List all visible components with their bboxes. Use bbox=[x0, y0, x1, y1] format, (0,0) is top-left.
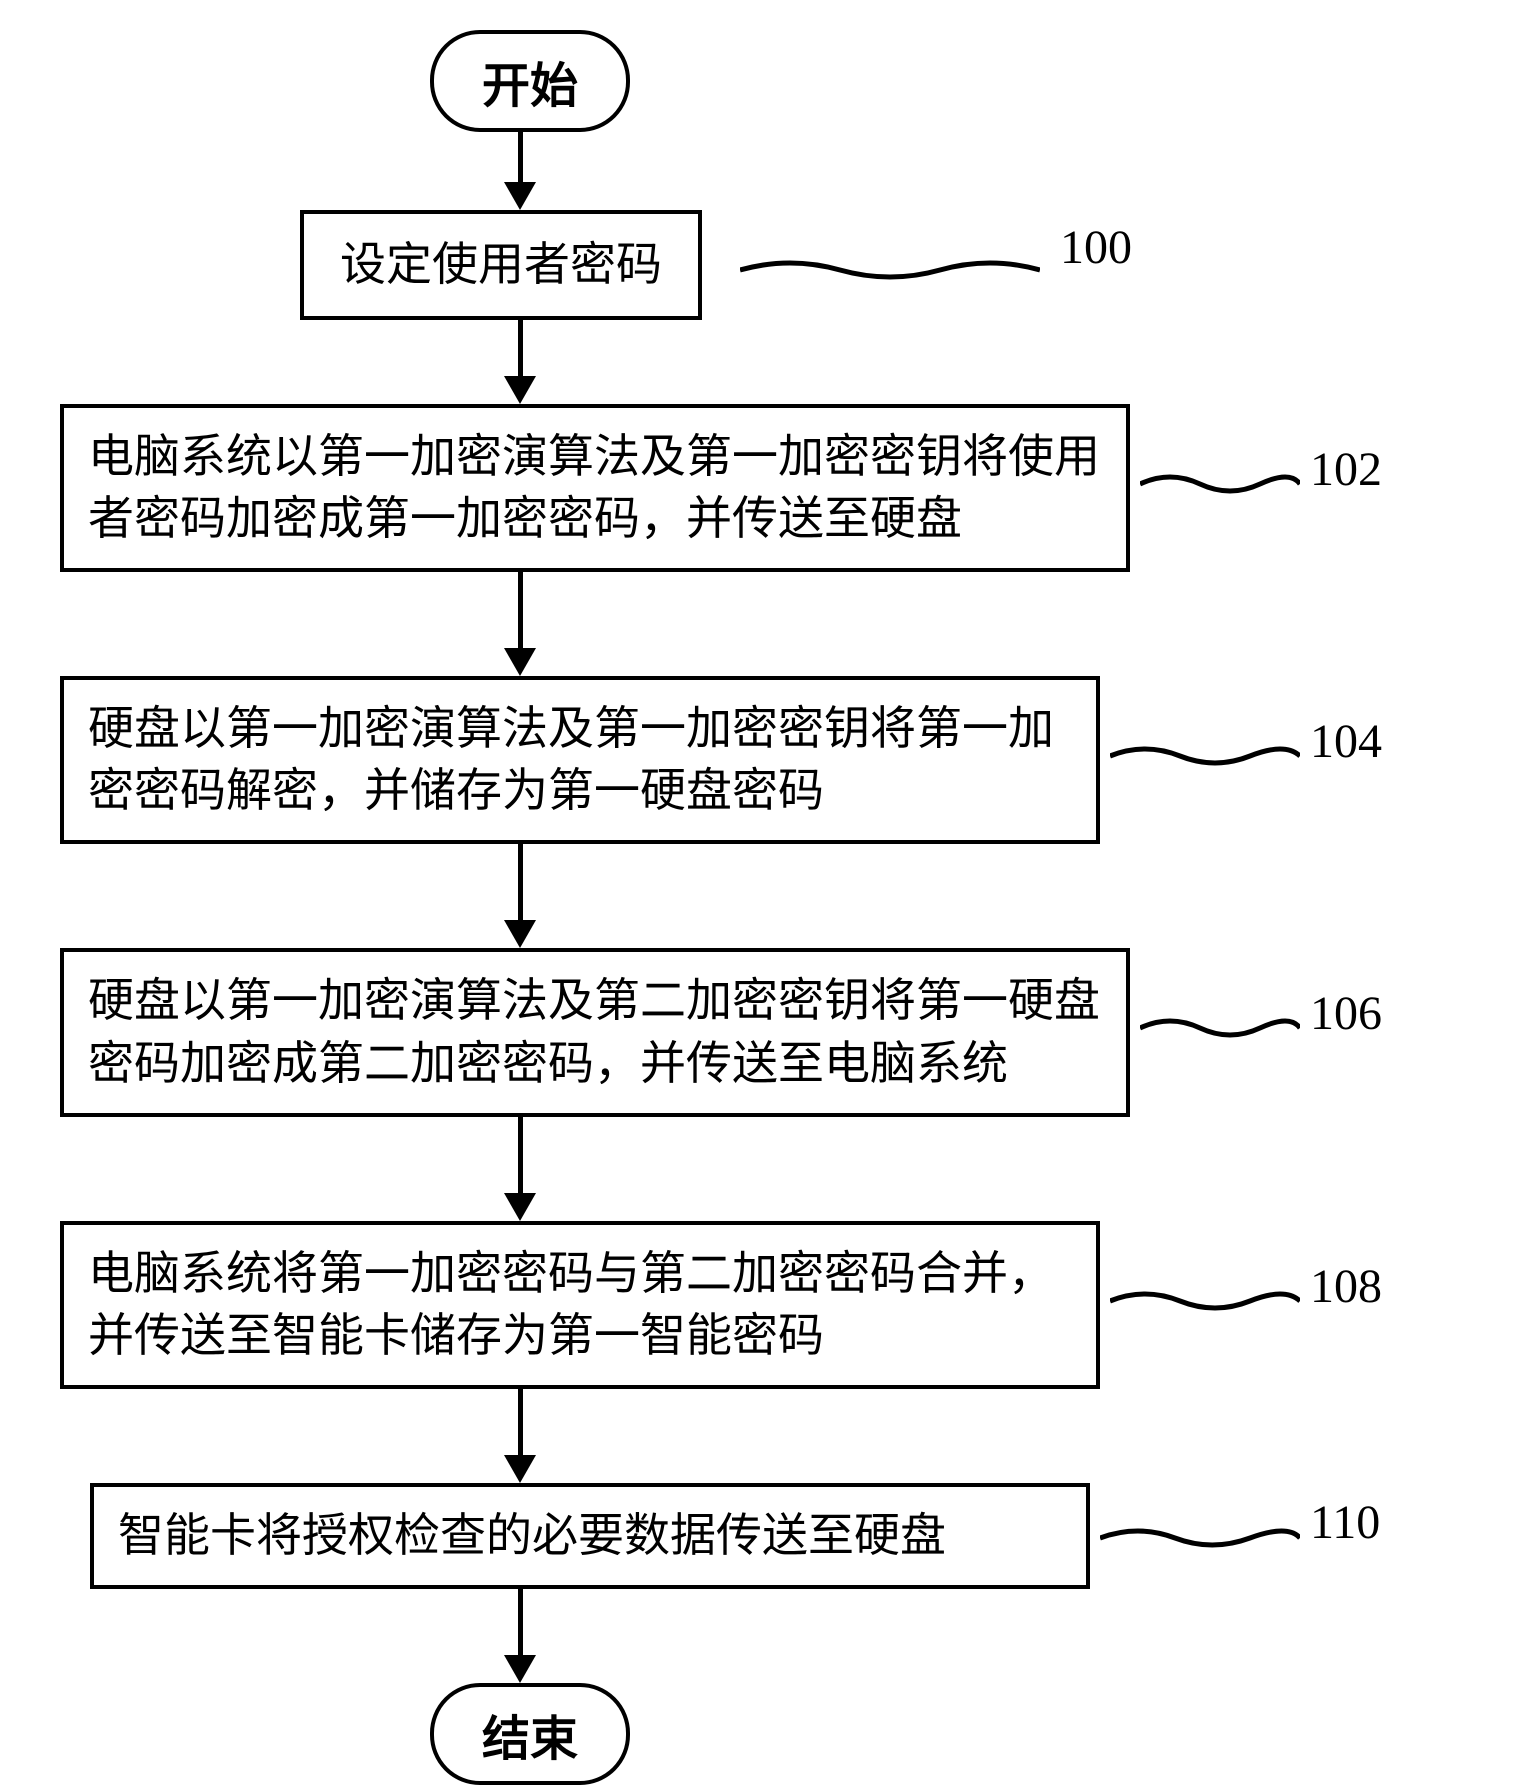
step-100-text: 设定使用者密码 bbox=[340, 239, 662, 290]
arrow-head-icon bbox=[504, 1655, 536, 1683]
step-110-row: 智能卡将授权检查的必要数据传送至硬盘 110 bbox=[0, 1483, 1525, 1589]
step-108-row: 电脑系统将第一加密密码与第二加密密码合并，并传送至智能卡储存为第一智能密码 10… bbox=[0, 1221, 1525, 1389]
wavy-connector-110 bbox=[1100, 1518, 1300, 1558]
step-104-text: 硬盘以第一加密演算法及第一加密密钥将第一加密密码解密，并储存为第一硬盘密码 bbox=[88, 703, 1054, 816]
start-terminal: 开始 bbox=[430, 30, 630, 132]
arrow-108-to-110 bbox=[490, 1389, 550, 1483]
step-104-row: 硬盘以第一加密演算法及第一加密密钥将第一加密密码解密，并储存为第一硬盘密码 10… bbox=[0, 676, 1525, 844]
step-100-box: 设定使用者密码 bbox=[300, 210, 702, 320]
arrow-line bbox=[518, 844, 523, 922]
wavy-connector-108 bbox=[1110, 1281, 1300, 1321]
arrow-head-icon bbox=[504, 376, 536, 404]
arrow-head-icon bbox=[504, 920, 536, 948]
step-102-row: 电脑系统以第一加密演算法及第一加密密钥将使用者密码加密成第一加密密码，并传送至硬… bbox=[0, 404, 1525, 572]
step-102-label: 102 bbox=[1310, 442, 1382, 497]
step-106-box: 硬盘以第一加密演算法及第二加密密钥将第一硬盘密码加密成第二加密密码，并传送至电脑… bbox=[60, 948, 1130, 1116]
start-node-row: 开始 bbox=[0, 30, 1525, 132]
arrow-head-icon bbox=[504, 648, 536, 676]
step-102-box: 电脑系统以第一加密演算法及第一加密密钥将使用者密码加密成第一加密密码，并传送至硬… bbox=[60, 404, 1130, 572]
step-110-box: 智能卡将授权检查的必要数据传送至硬盘 bbox=[90, 1483, 1090, 1589]
arrow-line bbox=[518, 572, 523, 650]
wavy-connector-106 bbox=[1140, 1008, 1300, 1048]
arrow-line bbox=[518, 1389, 523, 1457]
step-110-label: 110 bbox=[1310, 1495, 1380, 1550]
end-text: 结束 bbox=[482, 1713, 578, 1766]
wavy-connector-104 bbox=[1110, 736, 1300, 776]
flowchart-container: 开始 设定使用者密码 100 电脑系统以第一加密演算法及第一加密密钥将使用者密码… bbox=[0, 0, 1525, 1737]
end-terminal: 结束 bbox=[430, 1683, 630, 1785]
step-104-label: 104 bbox=[1310, 714, 1382, 769]
wavy-connector-102 bbox=[1140, 464, 1300, 504]
step-106-label: 106 bbox=[1310, 986, 1382, 1041]
arrow-head-icon bbox=[504, 182, 536, 210]
arrow-102-to-104 bbox=[490, 572, 550, 676]
step-104-box: 硬盘以第一加密演算法及第一加密密钥将第一加密密码解密，并储存为第一硬盘密码 bbox=[60, 676, 1100, 844]
arrow-104-to-106 bbox=[490, 844, 550, 948]
arrow-line bbox=[518, 1589, 523, 1657]
arrow-110-to-end bbox=[490, 1589, 550, 1683]
step-100-row: 设定使用者密码 100 bbox=[0, 210, 1525, 320]
step-102-text: 电脑系统以第一加密演算法及第一加密密钥将使用者密码加密成第一加密密码，并传送至硬… bbox=[88, 431, 1100, 544]
end-node-row: 结束 bbox=[0, 1683, 1525, 1785]
step-110-text: 智能卡将授权检查的必要数据传送至硬盘 bbox=[118, 1510, 946, 1561]
step-106-text: 硬盘以第一加密演算法及第二加密密钥将第一硬盘密码加密成第二加密密码，并传送至电脑… bbox=[88, 975, 1100, 1088]
arrow-start-to-100 bbox=[490, 132, 550, 210]
arrow-100-to-102 bbox=[490, 320, 550, 404]
step-108-text: 电脑系统将第一加密密码与第二加密密码合并，并传送至智能卡储存为第一智能密码 bbox=[88, 1248, 1054, 1361]
step-108-box: 电脑系统将第一加密密码与第二加密密码合并，并传送至智能卡储存为第一智能密码 bbox=[60, 1221, 1100, 1389]
arrow-head-icon bbox=[504, 1193, 536, 1221]
arrow-line bbox=[518, 132, 523, 184]
step-100-label: 100 bbox=[1060, 220, 1132, 275]
step-106-row: 硬盘以第一加密演算法及第二加密密钥将第一硬盘密码加密成第二加密密码，并传送至电脑… bbox=[0, 948, 1525, 1116]
arrow-head-icon bbox=[504, 1455, 536, 1483]
start-text: 开始 bbox=[482, 60, 578, 113]
arrow-line bbox=[518, 320, 523, 378]
arrow-106-to-108 bbox=[490, 1117, 550, 1221]
arrow-line bbox=[518, 1117, 523, 1195]
wavy-connector-100 bbox=[740, 250, 1040, 290]
step-108-label: 108 bbox=[1310, 1259, 1382, 1314]
